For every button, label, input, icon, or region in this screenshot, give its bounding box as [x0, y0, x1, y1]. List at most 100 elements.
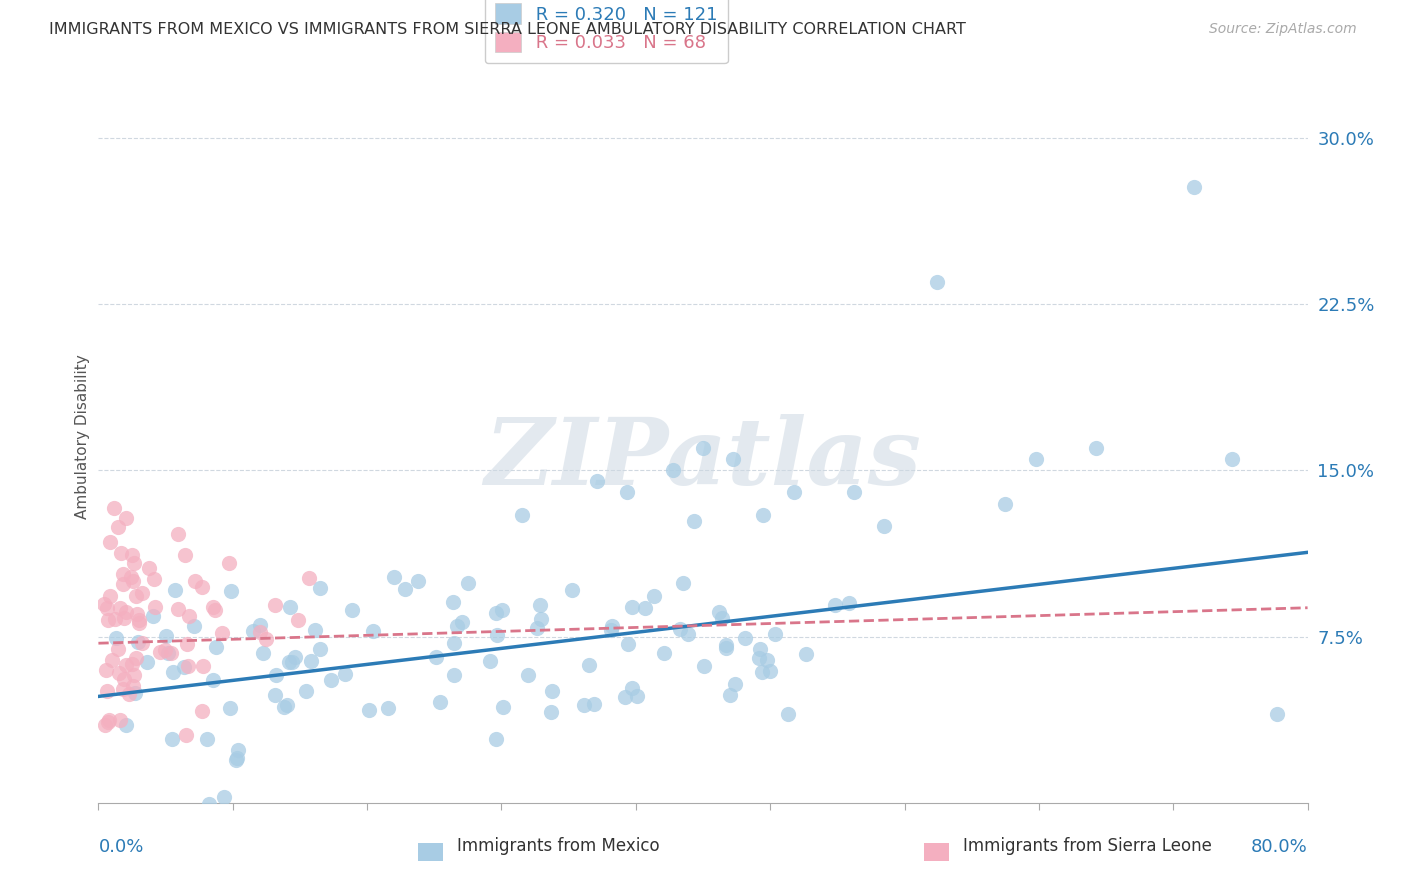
Point [652, 646, 675, 660]
Point [723, 677, 745, 691]
Text: Immigrants from Sierra Leone: Immigrants from Sierra Leone [963, 837, 1212, 855]
Point [249, 625, 271, 640]
Point [264, 668, 287, 682]
Point [263, 689, 285, 703]
Point [201, 673, 224, 688]
Point [517, 668, 540, 682]
Point [149, 645, 172, 659]
Point [718, 688, 741, 702]
Point [561, 582, 583, 597]
Point [749, 641, 772, 656]
Point [249, 617, 271, 632]
Point [425, 649, 447, 664]
Point [359, 703, 381, 717]
Point [142, 609, 165, 624]
Point [204, 603, 226, 617]
Point [263, 598, 285, 612]
Point [159, 646, 181, 660]
Point [276, 698, 298, 713]
Point [96, 684, 118, 698]
Point [614, 690, 637, 705]
Point [110, 714, 132, 728]
Point [491, 603, 513, 617]
Point [242, 624, 264, 639]
Point [201, 600, 224, 615]
Point [94, 717, 117, 731]
Point [254, 632, 277, 647]
Point [96, 663, 118, 677]
Point [225, 753, 247, 767]
Point [394, 582, 416, 597]
Point [165, 583, 187, 598]
Point [342, 603, 364, 617]
Point [723, 452, 745, 467]
Point [873, 518, 896, 533]
Point [668, 623, 690, 637]
Point [457, 576, 479, 591]
Point [676, 627, 699, 641]
Point [121, 548, 143, 562]
Point [108, 601, 131, 615]
Point [711, 611, 734, 625]
Point [112, 611, 135, 625]
Point [226, 743, 249, 757]
Point [167, 527, 190, 541]
Point [661, 463, 683, 477]
Point [124, 686, 146, 700]
Point [540, 705, 562, 719]
Point [211, 625, 233, 640]
Point [278, 600, 301, 615]
Point [104, 612, 127, 626]
Point [621, 599, 644, 614]
Point [212, 790, 235, 805]
Point [280, 656, 302, 670]
Point [824, 599, 846, 613]
Point [122, 668, 145, 682]
Point [157, 646, 180, 660]
Point [309, 581, 332, 595]
Point [125, 651, 148, 665]
Point [600, 619, 623, 633]
Point [683, 515, 706, 529]
Point [191, 580, 214, 594]
Point [190, 704, 212, 718]
Point [177, 608, 200, 623]
Point [1220, 452, 1243, 467]
Point [734, 631, 756, 645]
Point [112, 566, 135, 581]
Point [183, 574, 205, 588]
Point [707, 606, 730, 620]
Point [672, 575, 695, 590]
Point [626, 689, 648, 703]
Point [586, 475, 609, 489]
Point [486, 628, 509, 642]
Point [115, 605, 138, 619]
Point [406, 574, 429, 589]
Point [205, 640, 228, 654]
Point [176, 636, 198, 650]
Point [112, 672, 135, 686]
Point [361, 624, 384, 638]
Point [135, 655, 157, 669]
Point [758, 664, 780, 678]
Point [98, 535, 121, 549]
Point [621, 681, 644, 695]
Point [692, 441, 714, 455]
Point [485, 731, 508, 746]
Point [335, 667, 357, 681]
Point [616, 485, 638, 500]
Point [382, 569, 405, 583]
Point [226, 751, 249, 765]
Text: 0.0%: 0.0% [98, 838, 143, 856]
Point [98, 713, 121, 727]
Point [193, 658, 215, 673]
Point [198, 797, 221, 811]
Point [778, 706, 800, 721]
Point [183, 619, 205, 633]
Point [219, 583, 242, 598]
Text: Source: ZipAtlas.com: Source: ZipAtlas.com [1209, 22, 1357, 37]
Point [643, 590, 665, 604]
Point [107, 642, 129, 657]
Point [485, 606, 508, 620]
Point [1182, 179, 1205, 194]
